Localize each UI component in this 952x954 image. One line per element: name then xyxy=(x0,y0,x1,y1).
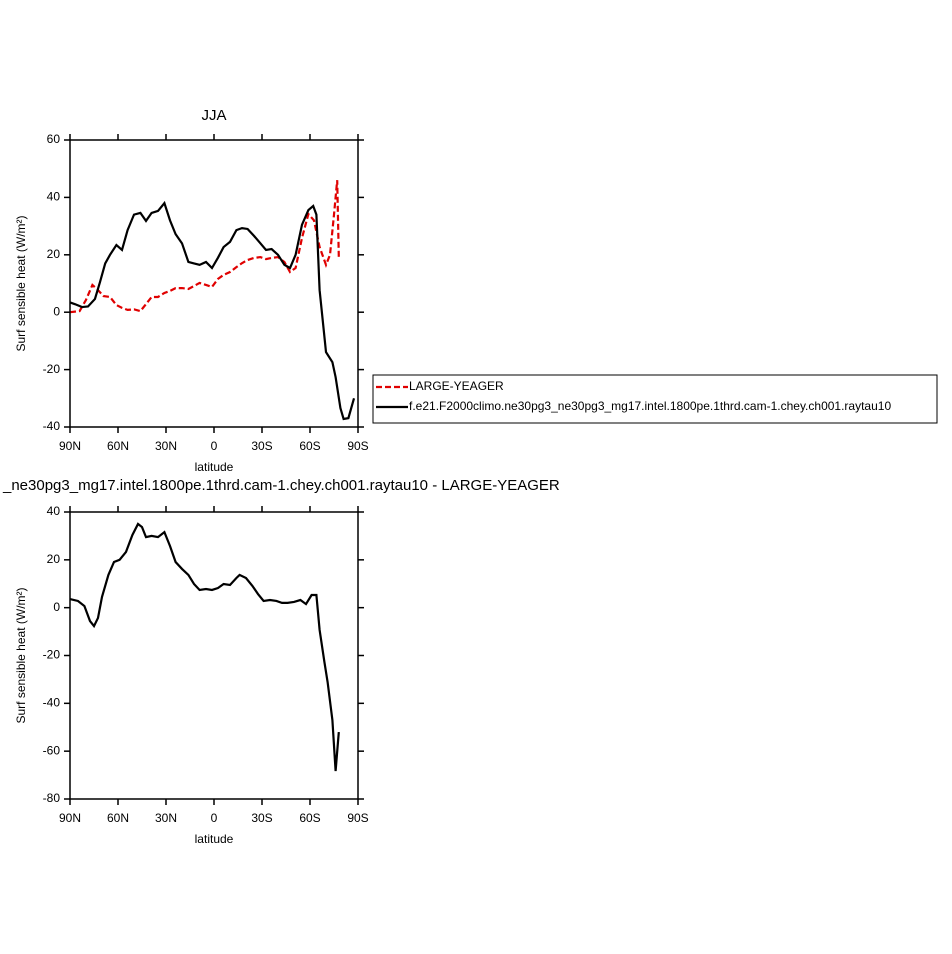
x-tick-label: 30S xyxy=(251,811,272,825)
x-tick-label: 30N xyxy=(155,439,177,453)
x-tick-label: 30N xyxy=(155,811,177,825)
y-tick-label: -60 xyxy=(43,743,61,757)
y-tick-label: 0 xyxy=(53,304,60,318)
line xyxy=(69,200,356,421)
x-tick-label: 60S xyxy=(299,439,320,453)
y-tick-label: -20 xyxy=(43,362,61,376)
line xyxy=(69,180,340,314)
x-axis-label: latitude xyxy=(195,460,234,474)
y-tick-label: 20 xyxy=(47,247,61,261)
x-axis-label: latitude xyxy=(195,832,234,846)
line xyxy=(69,522,340,772)
x-tick-label: 90S xyxy=(347,811,368,825)
plot-frame xyxy=(69,139,359,428)
x-tick-label: 60S xyxy=(299,811,320,825)
x-tick-label: 90N xyxy=(59,811,81,825)
plot-frame xyxy=(69,511,359,800)
y-tick-label: -40 xyxy=(43,419,61,433)
y-tick-label: -80 xyxy=(43,791,61,805)
x-tick-label: 60N xyxy=(107,439,129,453)
chart-title: JJA xyxy=(201,107,226,124)
y-tick-label: 0 xyxy=(53,600,60,614)
y-tick-label: 40 xyxy=(47,190,61,204)
y-tick-label: 60 xyxy=(47,132,61,146)
x-tick-label: 0 xyxy=(211,439,218,453)
x-tick-label: 90S xyxy=(347,439,368,453)
y-axis-label: Surf sensible heat (W/m²) xyxy=(14,587,28,723)
x-tick-label: 0 xyxy=(211,811,218,825)
chart-title: _ne30pg3_mg17.intel.1800pe.1thrd.cam-1.c… xyxy=(2,477,560,494)
x-tick-label: 90N xyxy=(59,439,81,453)
y-axis-label: Surf sensible heat (W/m²) xyxy=(14,215,28,351)
y-tick-label: -40 xyxy=(43,696,61,710)
x-tick-label: 30S xyxy=(251,439,272,453)
legend-box xyxy=(372,374,938,424)
legend-label: LARGE-YEAGER xyxy=(409,379,504,393)
y-tick-label: -20 xyxy=(43,648,61,662)
y-tick-label: 40 xyxy=(47,504,61,518)
x-tick-label: 60N xyxy=(107,811,129,825)
legend-label: f.e21.F2000climo.ne30pg3_ne30pg3_mg17.in… xyxy=(409,399,891,413)
y-tick-label: 20 xyxy=(47,552,61,566)
